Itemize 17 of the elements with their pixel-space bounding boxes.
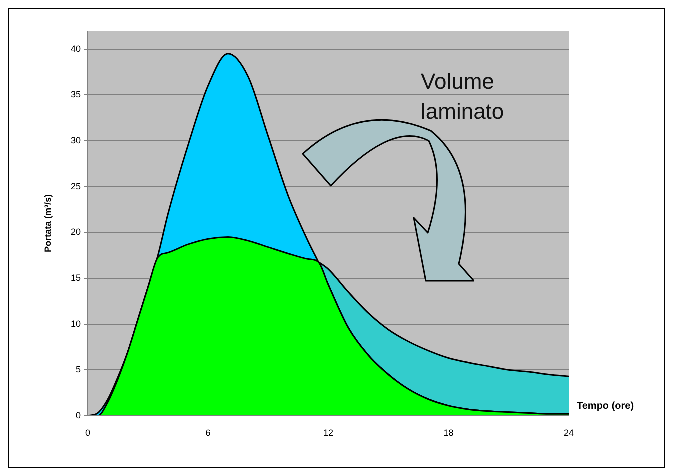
y-tick-label: 20 <box>70 227 81 238</box>
x-axis-title: Tempo (ore) <box>577 400 634 412</box>
y-tick-label: 40 <box>70 44 81 54</box>
y-tick-label: 0 <box>76 410 81 420</box>
y-tick-label: 15 <box>70 272 81 283</box>
y-tick-label: 10 <box>70 318 81 329</box>
y-tick-label: 35 <box>70 90 81 100</box>
x-tick-label: 24 <box>564 428 574 438</box>
y-tick-label: 5 <box>76 364 81 375</box>
y-tick-label: 30 <box>70 135 81 146</box>
x-tick-label: 6 <box>206 428 211 438</box>
y-tick-label: 25 <box>70 181 81 192</box>
y-axis-title: Portata (m³/s) <box>42 194 53 253</box>
x-tick-label: 0 <box>85 428 91 438</box>
annotation: Volume laminato <box>421 69 504 124</box>
x-tick-label: 18 <box>444 428 454 438</box>
x-tick-label: 12 <box>323 428 334 438</box>
